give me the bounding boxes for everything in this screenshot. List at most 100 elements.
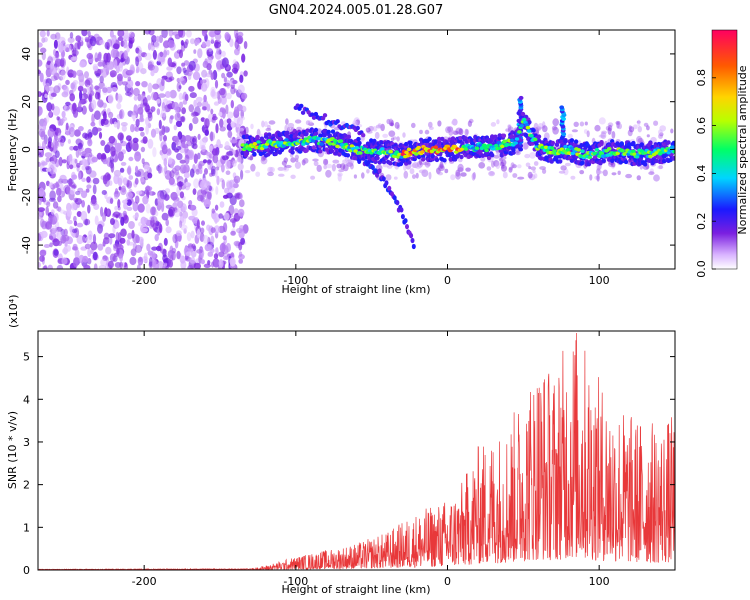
noise-blob [203, 60, 208, 67]
noise-blob [210, 35, 214, 44]
halo-blob [584, 121, 588, 126]
noise-blob [99, 39, 105, 45]
noise-blob [204, 129, 209, 136]
noise-blob [226, 118, 232, 124]
noise-blob [175, 120, 183, 128]
noise-blob [63, 246, 68, 255]
noise-blob [175, 230, 182, 237]
ridge-blob [290, 150, 295, 155]
noise-blob [225, 170, 231, 175]
noise-blob [226, 181, 233, 190]
noise-blob [102, 85, 109, 96]
noise-blob [179, 159, 186, 164]
ridge-core-blob [310, 139, 316, 143]
noise-blob [181, 62, 186, 67]
y-tick-label: -40 [20, 236, 33, 254]
noise-blob [167, 157, 173, 165]
noise-blob [143, 164, 150, 172]
noise-blob [174, 112, 181, 122]
noise-blob [107, 94, 114, 104]
noise-blob [50, 33, 57, 40]
noise-blob [215, 247, 219, 253]
ridge-blob [442, 158, 447, 163]
noise-blob [52, 106, 61, 116]
noise-blob [124, 32, 131, 38]
noise-blob [209, 145, 213, 152]
noise-blob [192, 137, 196, 143]
halo-blob [533, 161, 539, 166]
noise-blob [159, 223, 163, 234]
halo-blob [502, 171, 508, 179]
noise-blob [61, 257, 68, 265]
halo-blob [389, 122, 394, 127]
noise-blob [241, 53, 246, 63]
noise-blob [127, 241, 134, 246]
noise-blob [192, 111, 200, 117]
noise-blob [224, 187, 230, 194]
x-tick-label: 0 [444, 575, 451, 588]
snr-ylabel: SNR (10 * v/v) [6, 411, 19, 489]
noise-blob [69, 225, 73, 233]
noise-blob [78, 254, 85, 264]
noise-blob [72, 102, 77, 112]
halo-blob [249, 155, 254, 161]
noise-blob [141, 158, 145, 165]
noise-blob [210, 248, 215, 253]
noise-blob [76, 234, 84, 245]
noise-blob [119, 261, 123, 269]
ridge-blob [497, 133, 502, 138]
noise-blob [208, 30, 216, 38]
halo-blob [342, 159, 347, 165]
noise-blob [154, 234, 159, 242]
noise-blob [38, 212, 42, 218]
noise-blob [110, 218, 115, 225]
noise-blob [54, 58, 62, 67]
noise-blob [198, 163, 203, 170]
ridge-blob [437, 136, 442, 142]
noise-blob [43, 264, 48, 269]
noise-blob [45, 82, 51, 92]
halo-blob [628, 125, 632, 130]
halo-blob [533, 173, 538, 179]
ridge-core-blob [420, 150, 425, 154]
noise-blob [134, 151, 142, 162]
spectrogram-xlabel: Height of straight line (km) [281, 283, 430, 296]
noise-blob [107, 260, 114, 269]
noise-blob [67, 155, 73, 165]
noise-blob [126, 79, 134, 89]
noise-blob [219, 118, 224, 128]
ridge-core-blob [525, 125, 531, 130]
halo-blob [337, 173, 342, 182]
noise-blob [152, 65, 159, 74]
noise-blob [87, 129, 93, 139]
halo-blob [589, 174, 593, 181]
ridge-blob [642, 162, 648, 167]
noise-blob [44, 93, 48, 99]
noise-blob [128, 221, 135, 229]
noise-blob [85, 166, 90, 171]
noise-blob [74, 158, 78, 164]
noise-blob [141, 256, 149, 263]
noise-blob [38, 198, 42, 206]
noise-blob [162, 258, 169, 264]
halo-blob [465, 167, 471, 172]
noise-blob [73, 215, 77, 223]
branch-blob [313, 111, 319, 117]
noise-blob [160, 248, 167, 254]
noise-blob [167, 208, 174, 217]
noise-blob [146, 243, 151, 252]
noise-blob [78, 149, 82, 156]
noise-blob [185, 30, 192, 38]
noise-blob [147, 172, 153, 179]
halo-blob [372, 126, 378, 132]
noise-blob [57, 83, 62, 91]
halo-blob [532, 169, 536, 174]
halo-blob [496, 119, 500, 125]
noise-blob [123, 177, 128, 186]
y-tick-label: -20 [20, 188, 33, 206]
halo-blob [552, 118, 559, 127]
noise-blob [172, 233, 178, 244]
noise-blob [114, 221, 120, 229]
noise-blob [125, 91, 132, 97]
noise-blob [146, 95, 151, 101]
